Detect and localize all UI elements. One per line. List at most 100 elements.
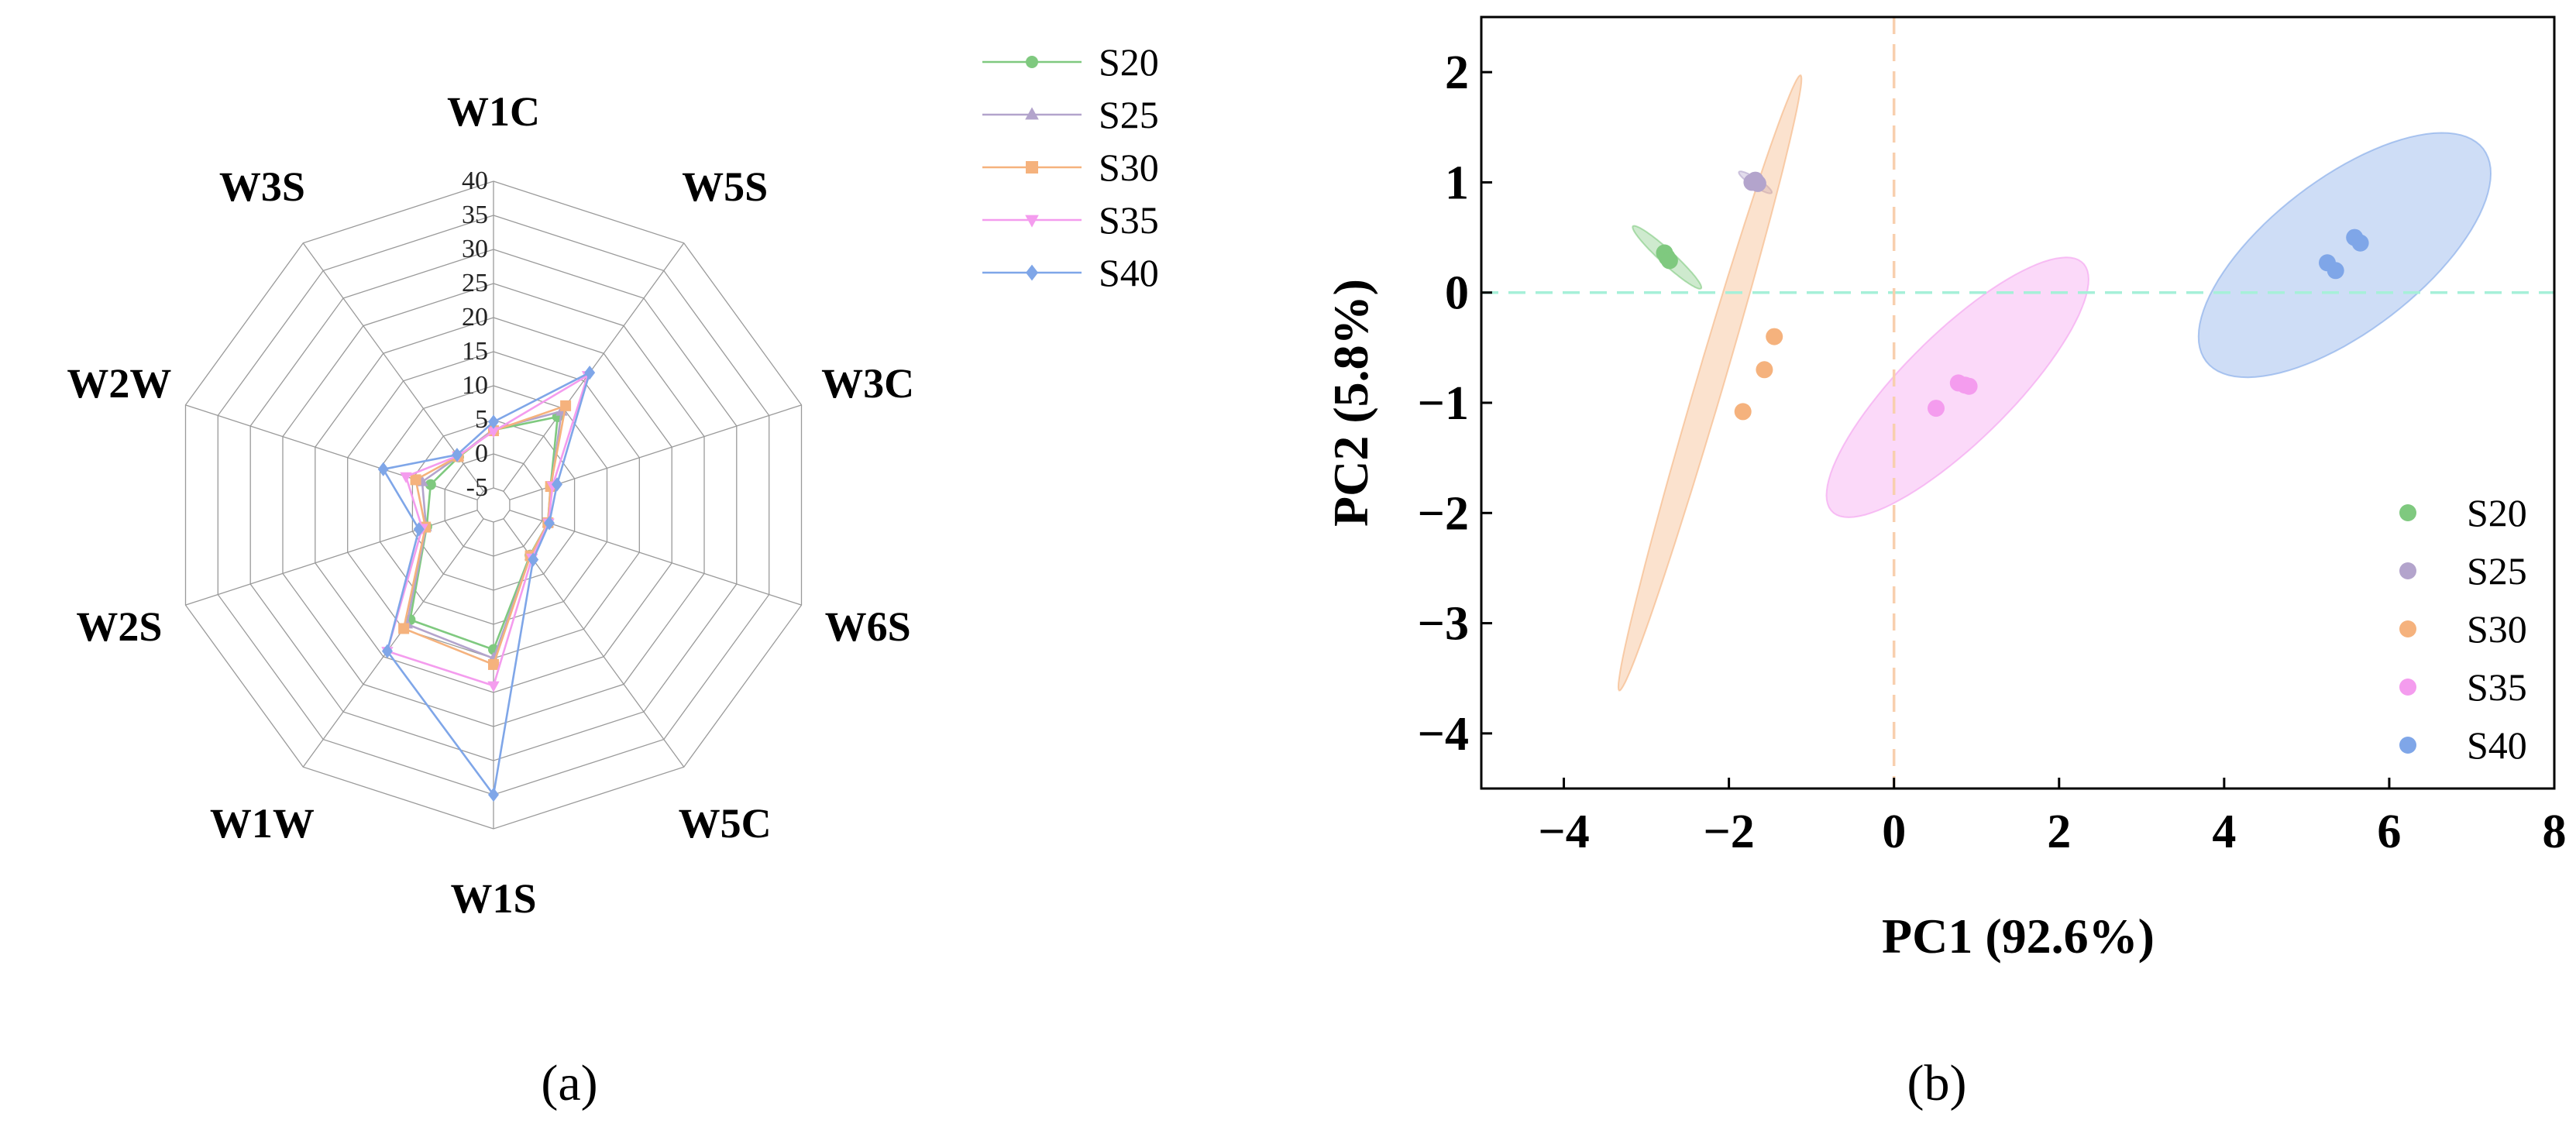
radar-point-s35-w1c: [487, 427, 500, 438]
pca-y-tick-label: 0: [1445, 267, 1469, 320]
pca-ellipse-s30: [1617, 74, 1803, 692]
radar-axis-label-w3c: W3C: [821, 360, 914, 407]
radar-point-s40-w3c: [552, 477, 563, 492]
pca-y-tick-label: −3: [1418, 598, 1469, 651]
radar-legend-item-s30: S30: [982, 146, 1159, 189]
radar-legend-label: S30: [1099, 146, 1159, 189]
pca-x-axis-label: PC1 (92.6%): [1882, 909, 2155, 964]
radar-point-s30-w2w: [410, 474, 421, 486]
pca-point-s20: [1660, 252, 1678, 270]
pca-x-tick-label: 0: [1882, 806, 1906, 858]
pca-legend-marker: [2399, 562, 2416, 579]
radar-legend-item-s25: S25: [982, 93, 1159, 136]
radar-legend-marker: [1025, 107, 1039, 120]
pca-y-tick-label: −4: [1418, 708, 1469, 761]
radar-spoke: [302, 242, 484, 492]
radar-point-s35-w2w: [400, 472, 412, 483]
radar-legend-marker: [1026, 56, 1038, 68]
radar-chart-panel: -5 0 5 10 15 20 25 30 35 40 W1C W5S W3C W6S W5C W1S W1W…: [67, 40, 1158, 1112]
pca-y-tick-label: 1: [1445, 156, 1469, 209]
pca-x-tick-label: 6: [2377, 806, 2401, 858]
radar-point-s30-w5s: [560, 400, 572, 411]
radar-point-s40-w1c: [488, 414, 499, 429]
pca-legend-label: S30: [2467, 607, 2527, 651]
pca-x-tick-label: −2: [1703, 806, 1754, 858]
radar-point-s40-w3s: [451, 448, 463, 462]
radar-legend-label: S40: [1099, 251, 1159, 294]
pca-legend-label: S20: [2467, 491, 2527, 534]
radar-legend-marker: [1026, 161, 1038, 174]
pca-ellipse-s40: [2197, 132, 2492, 379]
radar-point-s30-w1s: [488, 658, 499, 670]
pca-legend-item-s30: S30: [2399, 607, 2527, 651]
pca-point-s35: [1928, 400, 1945, 417]
radar-spoke: [503, 242, 685, 492]
pca-legend-item-s40: S40: [2399, 723, 2527, 767]
pca-y-tick-label: −1: [1418, 377, 1469, 430]
radar-legend-label: S35: [1099, 198, 1159, 242]
pca-zero-lines: [1481, 17, 2554, 789]
radar-axis-label-w5c: W5C: [679, 800, 772, 847]
panel-label-a: (a): [541, 1055, 597, 1112]
pca-confidence-ellipses: [1617, 74, 2492, 692]
radar-point-s30-w1w: [398, 623, 410, 634]
radar-point-s20-w2w: [425, 479, 436, 490]
radar-tick-label: 5: [475, 405, 488, 434]
radar-point-s40-w1w: [381, 644, 393, 658]
pca-legend-marker: [2399, 620, 2416, 637]
radar-series-s30: [398, 400, 572, 670]
radar-tick-label: 10: [462, 371, 488, 400]
radar-point-s40-w5s: [584, 366, 596, 380]
pca-scatter-panel: −4 −2 0 2 4 6 8 2 1 0 −1 −2 −3 −4 S20 S25 S30 S35 S40 PC1…: [1323, 15, 2567, 1112]
radar-legend-marker: [1026, 264, 1038, 281]
pca-x-tick-label: 4: [2212, 806, 2236, 858]
radar-tick-label: 25: [462, 269, 488, 297]
radar-axis-label-w1s: W1S: [450, 875, 536, 922]
radar-legend-item-s20: S20: [982, 40, 1159, 84]
panel-label-b: (b): [1907, 1055, 1967, 1112]
pca-x-tick-label: 2: [2047, 806, 2071, 858]
pca-point-s35: [1960, 377, 1978, 395]
pca-legend-item-s35: S35: [2399, 665, 2527, 709]
radar-tick-label: 30: [462, 235, 488, 263]
radar-spoke: [509, 510, 802, 606]
radar-grid: [184, 180, 803, 830]
pca-points: [1656, 171, 2369, 421]
radar-spoke: [185, 510, 478, 606]
pca-legend-label: S40: [2467, 723, 2527, 767]
radar-tick-label: 40: [462, 167, 488, 195]
radar-legend-item-s40: S40: [982, 251, 1159, 294]
radar-axis-label-w5s: W5S: [682, 163, 768, 210]
radar-point-s40-w1s: [488, 787, 499, 802]
radar-axis-label-w1c: W1C: [447, 88, 540, 135]
pca-legend-marker: [2399, 679, 2416, 696]
pca-x-tick-label: 8: [2543, 806, 2567, 858]
radar-axis-label-w2s: W2S: [76, 603, 162, 650]
radar-legend-marker: [1025, 215, 1039, 228]
radar-radial-ticks: -5 0 5 10 15 20 25 30 35 40: [462, 167, 488, 502]
radar-tick-label: -5: [466, 473, 488, 502]
radar-point-s40-w6s: [543, 516, 555, 531]
radar-legend: S20 S25 S30 S35 S40: [982, 40, 1159, 294]
radar-tick-label: 0: [475, 439, 488, 468]
radar-legend-item-s35: S35: [982, 198, 1159, 242]
pca-legend-item-s25: S25: [2399, 549, 2527, 593]
radar-legend-label: S20: [1099, 40, 1159, 84]
pca-point-s30: [1766, 328, 1783, 345]
pca-y-tick-label: −2: [1418, 487, 1469, 540]
radar-axis-label-w2w: W2W: [67, 360, 171, 407]
pca-y-tick-label: 2: [1445, 46, 1469, 99]
pca-legend-label: S25: [2467, 549, 2527, 593]
radar-axis-label-w6s: W6S: [825, 603, 911, 650]
pca-legend-label: S35: [2467, 665, 2527, 709]
pca-point-s30: [1756, 361, 1773, 379]
pca-axes-ticks: −4 −2 0 2 4 6 8 2 1 0 −1 −2 −3 −4: [1418, 46, 2567, 858]
radar-point-s40-w2w: [377, 462, 389, 476]
radar-spoke: [302, 518, 484, 768]
pca-point-s40: [2351, 234, 2369, 252]
pca-legend-item-s20: S20: [2399, 491, 2527, 534]
radar-tick-label: 35: [462, 201, 488, 229]
radar-point-s35-w1s: [487, 681, 500, 692]
pca-legend-marker: [2399, 504, 2416, 521]
